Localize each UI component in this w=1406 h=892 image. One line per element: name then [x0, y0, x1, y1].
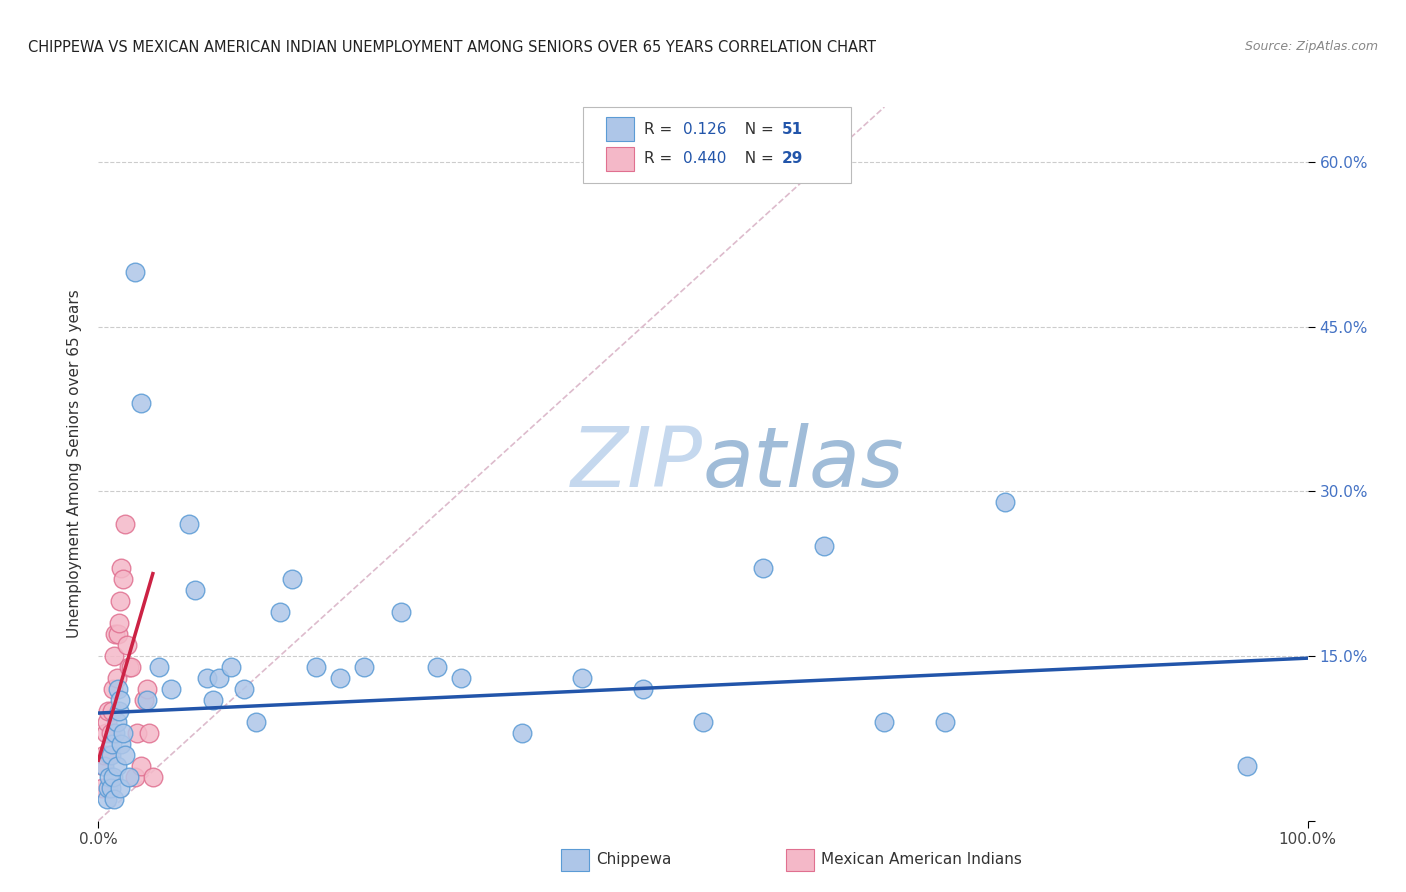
- Point: [98, 747, 121, 762]
- Point: [100, 747, 122, 762]
- Point: [353, 660, 375, 674]
- Point: [108, 780, 131, 795]
- Point: [111, 726, 134, 740]
- Y-axis label: Unemployment Among Seniors over 65 years: Unemployment Among Seniors over 65 years: [67, 290, 83, 638]
- Point: [100, 704, 122, 718]
- Point: [98, 770, 121, 784]
- Point: [108, 615, 131, 630]
- Text: 0.126: 0.126: [683, 122, 727, 136]
- Point: [127, 726, 149, 740]
- Point: [100, 726, 122, 740]
- Point: [97, 704, 120, 718]
- Point: [813, 539, 835, 553]
- Point: [118, 660, 141, 674]
- Point: [114, 517, 136, 532]
- Point: [138, 726, 160, 740]
- Point: [305, 660, 328, 674]
- Point: [124, 265, 146, 279]
- Text: N =: N =: [735, 152, 779, 166]
- Point: [184, 583, 207, 598]
- Point: [105, 671, 128, 685]
- Point: [281, 572, 304, 586]
- Point: [135, 681, 157, 696]
- Text: 29: 29: [782, 152, 803, 166]
- Point: [107, 627, 129, 641]
- Point: [450, 671, 472, 685]
- Point: [97, 780, 120, 795]
- Point: [752, 561, 775, 575]
- Point: [117, 638, 139, 652]
- Point: [118, 770, 141, 784]
- Point: [96, 714, 118, 729]
- Point: [103, 648, 125, 663]
- Point: [934, 714, 956, 729]
- Point: [103, 791, 125, 805]
- Point: [100, 780, 122, 795]
- Point: [179, 517, 201, 532]
- Point: [129, 758, 152, 772]
- Point: [110, 561, 132, 575]
- Point: [93, 747, 115, 762]
- Point: [232, 681, 254, 696]
- Point: [1236, 758, 1258, 772]
- Point: [114, 747, 136, 762]
- Point: [160, 681, 183, 696]
- Text: R =: R =: [644, 152, 678, 166]
- Text: CHIPPEWA VS MEXICAN AMERICAN INDIAN UNEMPLOYMENT AMONG SENIORS OVER 65 YEARS COR: CHIPPEWA VS MEXICAN AMERICAN INDIAN UNEM…: [28, 40, 876, 55]
- Point: [148, 660, 170, 674]
- Point: [571, 671, 593, 685]
- Point: [104, 726, 127, 740]
- Point: [105, 758, 128, 772]
- Point: [93, 758, 115, 772]
- Point: [873, 714, 896, 729]
- Text: Chippewa: Chippewa: [596, 853, 672, 867]
- Point: [108, 693, 131, 707]
- Point: [107, 681, 129, 696]
- Point: [124, 770, 146, 784]
- Point: [91, 758, 114, 772]
- Point: [135, 693, 157, 707]
- Point: [221, 660, 243, 674]
- Point: [110, 737, 132, 751]
- Point: [994, 495, 1017, 509]
- Point: [105, 714, 128, 729]
- Point: [245, 714, 267, 729]
- Point: [101, 770, 124, 784]
- Point: [129, 396, 152, 410]
- Point: [104, 627, 127, 641]
- Text: atlas: atlas: [703, 424, 904, 504]
- Point: [94, 726, 117, 740]
- Text: Source: ZipAtlas.com: Source: ZipAtlas.com: [1244, 40, 1378, 54]
- Point: [108, 704, 131, 718]
- Point: [96, 791, 118, 805]
- Point: [108, 594, 131, 608]
- Text: 0.440: 0.440: [683, 152, 727, 166]
- Point: [202, 693, 225, 707]
- Text: 51: 51: [782, 122, 803, 136]
- Point: [134, 693, 156, 707]
- Point: [142, 770, 165, 784]
- Point: [111, 572, 134, 586]
- Point: [101, 681, 124, 696]
- Text: N =: N =: [735, 122, 779, 136]
- Point: [389, 605, 412, 619]
- Point: [195, 671, 218, 685]
- Point: [91, 780, 114, 795]
- Text: ZIP: ZIP: [571, 424, 703, 504]
- Point: [329, 671, 352, 685]
- Point: [120, 660, 142, 674]
- Text: Mexican American Indians: Mexican American Indians: [821, 853, 1022, 867]
- Point: [510, 726, 533, 740]
- Point: [692, 714, 714, 729]
- Point: [100, 737, 122, 751]
- Text: R =: R =: [644, 122, 682, 136]
- Point: [208, 671, 231, 685]
- Point: [426, 660, 449, 674]
- Point: [631, 681, 654, 696]
- Point: [269, 605, 291, 619]
